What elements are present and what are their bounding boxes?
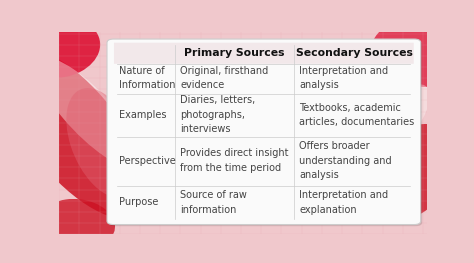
Text: Primary Sources: Primary Sources <box>184 48 285 58</box>
Text: Offers broader
understanding and
analysis: Offers broader understanding and analysi… <box>299 141 392 180</box>
Ellipse shape <box>346 57 419 128</box>
FancyBboxPatch shape <box>107 39 421 225</box>
FancyBboxPatch shape <box>114 43 414 64</box>
Text: Provides direct insight
from the time period: Provides direct insight from the time pe… <box>181 148 289 173</box>
Text: Nature of
Information: Nature of Information <box>119 66 175 90</box>
Ellipse shape <box>371 17 474 87</box>
Text: Source of raw
information: Source of raw information <box>181 190 247 215</box>
Text: Original, firsthand
evidence: Original, firsthand evidence <box>181 66 269 90</box>
Ellipse shape <box>40 199 115 249</box>
Ellipse shape <box>36 57 141 168</box>
Text: Diaries, letters,
photographs,
interviews: Diaries, letters, photographs, interview… <box>181 95 255 134</box>
Text: Purpose: Purpose <box>119 198 158 208</box>
Ellipse shape <box>0 47 148 219</box>
Text: Textbooks, academic
articles, documentaries: Textbooks, academic articles, documentar… <box>299 103 414 127</box>
Text: Interpretation and
explanation: Interpretation and explanation <box>299 190 388 215</box>
Ellipse shape <box>66 88 140 198</box>
Ellipse shape <box>365 84 430 161</box>
Ellipse shape <box>18 18 100 78</box>
Text: Perspective: Perspective <box>119 156 175 166</box>
Ellipse shape <box>358 124 458 223</box>
Text: Examples: Examples <box>119 110 166 120</box>
FancyBboxPatch shape <box>109 41 422 226</box>
Text: Secondary Sources: Secondary Sources <box>296 48 412 58</box>
Text: Interpretation and
analysis: Interpretation and analysis <box>299 66 388 90</box>
